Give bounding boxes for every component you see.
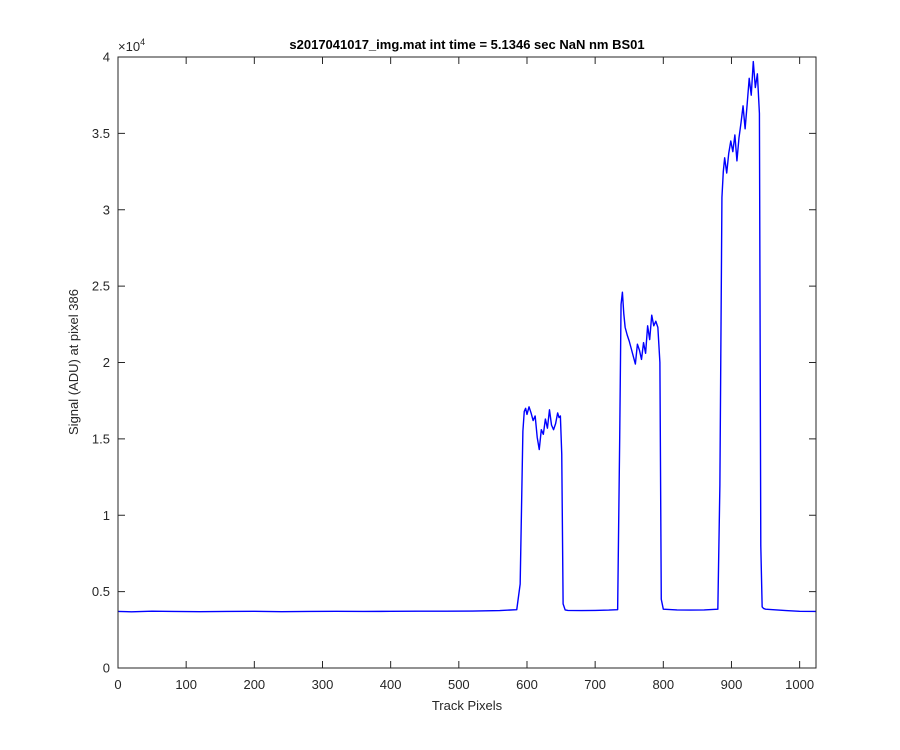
x-axis-label: Track Pixels — [432, 698, 503, 713]
x-tick-label-700: 700 — [584, 677, 606, 692]
x-tick-label-400: 400 — [380, 677, 402, 692]
y-exponent-power: 4 — [140, 37, 145, 47]
x-tick-label-900: 900 — [721, 677, 743, 692]
x-tick-label-500: 500 — [448, 677, 470, 692]
y-tick-label-2: 2 — [103, 355, 110, 370]
y-tick-label-0: 0 — [103, 661, 110, 676]
x-tick-label-600: 600 — [516, 677, 538, 692]
x-tick-label-300: 300 — [312, 677, 334, 692]
axes-box — [117, 56, 817, 669]
chart-title: s2017041017_img.mat int time = 5.1346 se… — [289, 37, 644, 52]
y-exponent-base: ×10 — [118, 39, 140, 54]
y-tick-label-2.5: 2.5 — [92, 279, 110, 294]
x-tick-label-200: 200 — [243, 677, 265, 692]
y-tick-label-1: 1 — [103, 508, 110, 523]
series-line-1 — [117, 60, 817, 613]
x-tick-label-1000: 1000 — [785, 677, 814, 692]
x-tick-label-800: 800 — [652, 677, 674, 692]
y-tick-label-1.5: 1.5 — [92, 431, 110, 446]
y-axis-label: Signal (ADU) at pixel 386 — [66, 289, 81, 435]
x-tick-label-100: 100 — [175, 677, 197, 692]
x-tick-label-0: 0 — [114, 677, 121, 692]
axes-background — [118, 57, 816, 668]
y-tick-label-3.5: 3.5 — [92, 126, 110, 141]
y-tick-label-3: 3 — [103, 202, 110, 217]
y-tick-label-4: 4 — [103, 50, 110, 65]
y-exponent-label: ×104 — [118, 37, 145, 54]
y-tick-label-0.5: 0.5 — [92, 584, 110, 599]
